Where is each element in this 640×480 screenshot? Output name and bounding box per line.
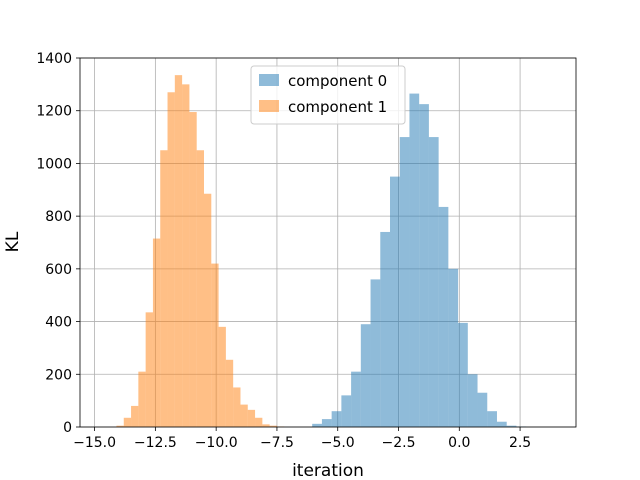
histogram-bar-series-0 — [419, 104, 429, 427]
histogram-bar-series-1 — [145, 312, 153, 427]
y-axis-label: KL — [3, 231, 23, 252]
histogram-bar-series-0 — [428, 137, 439, 428]
histogram-bar-series-1 — [152, 238, 161, 427]
x-tick-label: 0.0 — [448, 435, 470, 451]
x-tick-label: −15.0 — [73, 435, 116, 451]
histogram-bars — [116, 75, 527, 428]
histogram-bar-series-0 — [448, 268, 459, 427]
histogram-bar-series-0 — [360, 324, 371, 427]
histogram-bar-series-1 — [225, 359, 234, 427]
histogram-bar-series-1 — [131, 405, 139, 427]
histogram-bar-series-1 — [182, 84, 190, 427]
x-tick-label: −12.5 — [134, 435, 177, 451]
legend-box — [250, 65, 406, 125]
histogram-bar-series-0 — [351, 371, 361, 427]
histogram-bar-series-1 — [174, 75, 183, 427]
histogram-bar-series-1 — [160, 150, 168, 427]
histogram-bar-series-0 — [467, 374, 478, 427]
histogram-bar-series-1 — [123, 417, 132, 427]
histogram-bar-series-0 — [477, 392, 488, 427]
histogram-bar-series-0 — [312, 423, 322, 427]
histogram-bar-series-1 — [247, 409, 256, 427]
legend-label-component-0: component 0 — [288, 72, 387, 90]
histogram-bar-series-1 — [204, 193, 212, 427]
y-tick-label: 0 — [63, 420, 72, 436]
histogram-bar-series-0 — [390, 176, 400, 427]
y-tick-label: 800 — [45, 209, 72, 225]
histogram-bar-series-1 — [211, 263, 219, 427]
histogram-bar-series-1 — [240, 404, 248, 427]
histogram-bar-series-1 — [262, 424, 270, 427]
x-tick-label: −10.0 — [195, 435, 238, 451]
histogram-bar-series-1 — [233, 387, 241, 427]
histogram-bar-series-1 — [167, 92, 175, 427]
histogram-bar-series-0 — [321, 419, 332, 427]
x-tick-label: −2.5 — [382, 435, 416, 451]
histogram-bar-series-0 — [487, 411, 497, 427]
histogram-bar-series-0 — [438, 206, 449, 427]
histogram-bar-series-1 — [269, 425, 277, 427]
x-axis-label: iteration — [292, 461, 364, 480]
histogram-bar-series-1 — [218, 326, 226, 427]
y-tick-label: 400 — [45, 315, 72, 331]
legend-swatch-component-1 — [259, 100, 279, 112]
plot-frame — [79, 57, 577, 428]
y-tick-label: 1400 — [36, 51, 72, 67]
histogram-bar-series-0 — [458, 322, 468, 427]
histogram-bar-series-0 — [370, 279, 381, 427]
histogram-bar-series-0 — [331, 411, 342, 427]
legend-label-component-1: component 1 — [288, 98, 387, 116]
y-tick-label: 1200 — [36, 104, 72, 120]
histogram-bar-series-1 — [138, 371, 146, 427]
histogram-bar-series-0 — [380, 231, 390, 427]
y-tick-label: 600 — [45, 262, 72, 278]
x-tick-label: −7.5 — [260, 435, 294, 451]
legend-swatch-component-0 — [259, 74, 279, 86]
histogram-bar-series-1 — [189, 112, 197, 428]
histogram-bar-series-1 — [116, 425, 124, 427]
y-tick-label: 1000 — [36, 156, 72, 172]
histogram-bar-series-1 — [196, 150, 204, 427]
histogram-bar-series-0 — [496, 421, 507, 427]
histogram-bar-series-0 — [506, 425, 517, 427]
histogram-bar-series-0 — [341, 395, 352, 427]
histogram-bar-series-0 — [409, 93, 420, 427]
histogram-bar-series-0 — [399, 137, 410, 428]
axis-ticks: −15.0 −12.5 −10.0 −7.5 −5.0 −2.5 0.0 2.5 0 200 400… — [36, 51, 531, 451]
x-tick-label: −5.0 — [321, 435, 355, 451]
x-tick-label: 2.5 — [509, 435, 531, 451]
histogram-bar-series-1 — [255, 417, 263, 427]
legend: component 0 component 1 — [250, 65, 406, 125]
y-tick-label: 200 — [45, 367, 72, 383]
